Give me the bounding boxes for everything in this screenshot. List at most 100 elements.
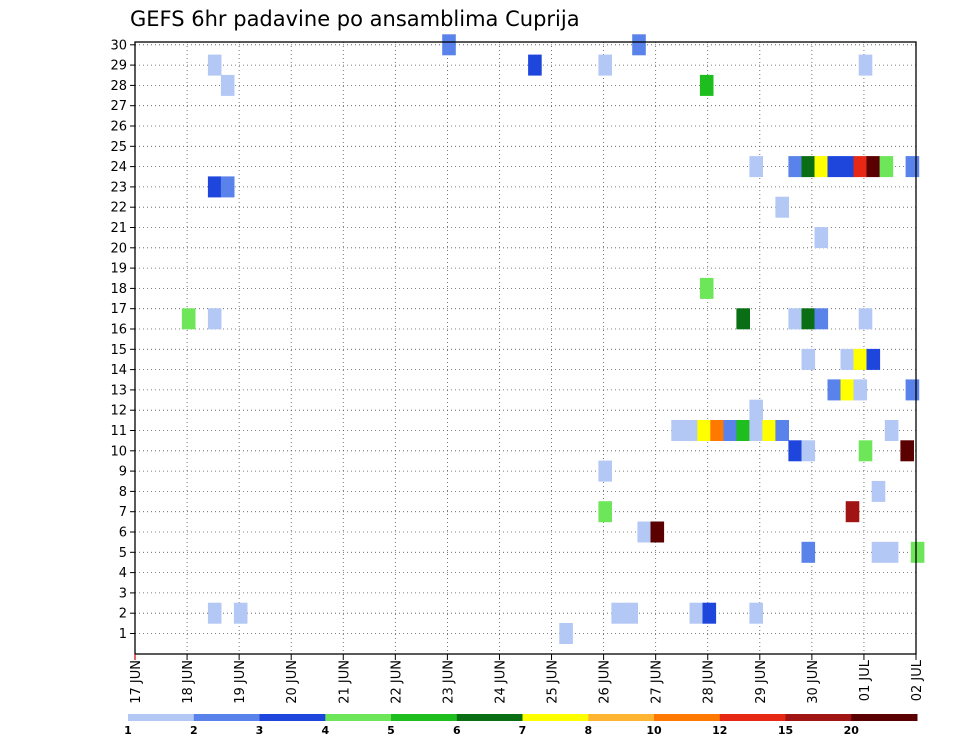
data-cell [775,420,789,441]
x-tick-label: 26 JUN [598,660,613,704]
data-cell [637,521,651,543]
data-cell [814,227,829,249]
data-cell [650,521,665,543]
x-tick-label: 22 JUN [389,660,404,704]
data-cell [632,34,646,56]
x-tick-label: 21 JUN [337,660,352,704]
y-tick-label: 7 [119,505,127,520]
data-cell [853,379,868,401]
y-tick-label: 5 [119,546,127,561]
data-cell [749,156,763,178]
data-cell [900,440,914,462]
colorbar-segment [851,714,918,721]
colorbar-label: 10 [646,724,662,737]
data-cell [858,308,873,330]
data-cell [624,602,638,624]
data-cell [207,54,222,76]
x-tick-label: 19 JUN [233,660,248,704]
data-cell [207,602,222,624]
y-tick-label: 23 [110,180,127,195]
colorbar-segment [719,714,786,721]
data-cell [749,602,763,624]
data-cell [871,541,886,563]
y-tick-label: 27 [110,99,127,114]
data-cell [801,541,816,563]
x-axis: 17 JUN 18 JUN 19 JUN 20 JUN 21 JUN 22 JUN 23 J… [129,654,925,704]
colorbar-label: 6 [453,724,461,737]
x-tick-label: 27 JUN [650,660,665,704]
data-cell [801,348,816,370]
data-cell [220,74,235,96]
colorbar-segment [259,714,326,721]
data-cell [866,156,881,178]
data-cell [207,176,222,198]
data-cell [858,440,873,462]
y-tick-label: 22 [110,201,127,216]
y-tick-label: 8 [119,485,127,500]
colorbar-segment [128,714,195,721]
y-tick-label: 12 [110,404,127,419]
y-tick-label: 4 [119,566,127,581]
y-tick-label: 13 [110,383,127,398]
data-cell [814,156,829,178]
y-tick-label: 21 [110,221,127,236]
data-cell [788,440,802,462]
data-cell [879,156,894,178]
data-cell [853,156,868,178]
x-tick-label: 17 JUN [129,660,144,704]
y-tick-label: 6 [119,526,127,541]
y-tick-label: 30 [110,38,127,53]
data-cell [840,348,855,370]
x-tick-label: 25 JUN [546,660,561,704]
y-tick-label: 24 [110,160,127,175]
y-tick-label: 16 [110,323,127,338]
data-cell [827,156,842,178]
data-cell [181,308,196,330]
y-tick-label: 25 [110,140,127,155]
data-cell [788,156,802,178]
x-tick-label: 28 JUN [702,660,717,704]
y-tick-label: 14 [110,363,127,378]
data-cell [611,602,625,624]
data-cell [736,308,750,330]
data-cell [884,541,899,563]
data-cell [910,541,925,563]
data-cell [207,308,222,330]
x-tick-label: 30 JUN [806,660,821,704]
colorbar-label: 2 [190,724,198,737]
data-cell [762,420,776,441]
data-cell [853,348,868,370]
colorbar-label: 20 [844,724,860,737]
data-cell [775,196,789,218]
data-cell [220,176,235,198]
y-tick-label: 18 [110,282,127,297]
colorbar-segment [391,714,458,721]
data-cell [858,54,873,76]
x-tick-label: 02 JUL [910,659,925,701]
colorbar: 1 2 3 4 5 6 7 8 10 12 15 20 [124,714,918,737]
data-cell [749,399,763,421]
grid-lines [135,42,916,654]
plot-frame [134,41,917,655]
y-tick-label: 3 [119,586,127,601]
x-tick-label: 24 JUN [493,660,508,704]
data-cell [598,460,612,482]
y-tick-label: 17 [110,302,127,317]
x-tick-label: 01 JUL [858,659,873,701]
data-cell [684,420,698,441]
y-tick-label: 1 [119,627,127,642]
colorbar-label: 3 [256,724,264,737]
x-tick-label: 20 JUN [285,660,300,704]
data-cell [671,420,685,441]
data-cell [689,602,704,624]
colorbar-segment [522,714,589,721]
data-cell [442,34,456,56]
y-tick-label: 29 [110,59,127,74]
data-cell [801,308,816,330]
colorbar-label: 5 [387,724,395,737]
y-tick-label: 28 [110,79,127,94]
data-cell [845,501,860,523]
data-cell [801,156,816,178]
data-cell [905,379,920,401]
